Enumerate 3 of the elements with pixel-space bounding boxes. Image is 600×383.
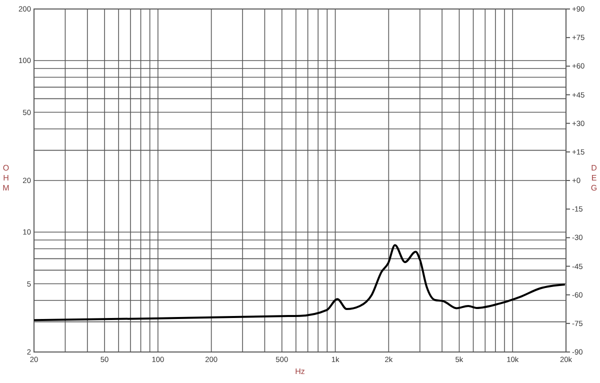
x-axis-title: Hz [295, 367, 305, 376]
y-axis-title: OHM [2, 164, 10, 192]
y2-axis-title: DEG [590, 164, 598, 192]
